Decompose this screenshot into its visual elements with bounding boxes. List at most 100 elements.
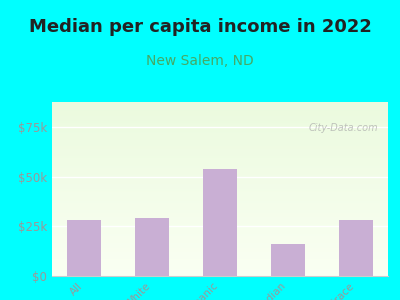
Bar <box>52 257 388 259</box>
Bar <box>52 112 388 114</box>
Bar <box>52 163 388 165</box>
Bar <box>52 152 388 154</box>
Bar <box>52 172 388 173</box>
Bar <box>52 168 388 170</box>
Bar <box>52 137 388 139</box>
Text: Median per capita income in 2022: Median per capita income in 2022 <box>28 18 372 36</box>
Bar <box>52 205 388 206</box>
Bar <box>52 210 388 212</box>
Bar <box>52 255 388 257</box>
Bar <box>52 149 388 151</box>
Bar <box>52 154 388 156</box>
Bar <box>52 151 388 152</box>
Bar <box>67 220 101 276</box>
Bar <box>52 140 388 142</box>
Bar <box>52 189 388 191</box>
Bar <box>52 217 388 219</box>
Bar <box>52 182 388 184</box>
Bar <box>52 241 388 243</box>
Bar <box>52 201 388 203</box>
Bar <box>52 260 388 262</box>
Bar <box>52 250 388 252</box>
Bar <box>52 178 388 180</box>
Bar <box>52 167 388 168</box>
Bar <box>203 169 237 276</box>
Bar <box>339 220 373 276</box>
Bar <box>52 126 388 128</box>
Bar <box>52 142 388 144</box>
Bar <box>52 194 388 196</box>
Bar <box>52 213 388 215</box>
Bar <box>52 121 388 123</box>
Bar <box>52 177 388 178</box>
Bar <box>52 170 388 172</box>
Bar <box>52 254 388 255</box>
Bar <box>52 269 388 271</box>
Bar <box>52 191 388 193</box>
Bar <box>52 135 388 137</box>
Bar <box>52 262 388 264</box>
Bar <box>52 231 388 233</box>
Bar <box>52 222 388 224</box>
Bar <box>52 144 388 146</box>
Bar <box>52 139 388 140</box>
Bar <box>52 248 388 250</box>
Bar <box>52 123 388 124</box>
Bar <box>52 175 388 177</box>
Bar <box>52 159 388 161</box>
Bar <box>52 220 388 222</box>
Bar <box>52 114 388 116</box>
Bar <box>52 239 388 241</box>
Bar <box>52 206 388 208</box>
Bar <box>52 104 388 106</box>
Bar <box>52 226 388 227</box>
Bar <box>52 246 388 248</box>
Text: City-Data.com: City-Data.com <box>308 123 378 133</box>
Bar <box>52 271 388 272</box>
Bar <box>52 203 388 205</box>
Bar <box>52 185 388 187</box>
Bar <box>52 180 388 182</box>
Bar <box>52 124 388 126</box>
Bar <box>52 102 388 104</box>
Bar <box>52 106 388 107</box>
Text: New Salem, ND: New Salem, ND <box>146 54 254 68</box>
Bar <box>52 116 388 118</box>
Bar <box>52 119 388 121</box>
Bar <box>52 173 388 175</box>
Bar <box>52 158 388 159</box>
Bar <box>52 128 388 130</box>
Bar <box>135 218 169 276</box>
Bar <box>52 264 388 266</box>
Bar <box>52 147 388 149</box>
Bar <box>52 236 388 238</box>
Bar <box>52 227 388 229</box>
Bar <box>52 187 388 189</box>
Bar <box>52 146 388 147</box>
Bar <box>271 244 305 276</box>
Bar <box>52 132 388 133</box>
Bar <box>52 232 388 234</box>
Bar <box>52 156 388 158</box>
Bar <box>52 212 388 213</box>
Bar <box>52 219 388 220</box>
Bar <box>52 165 388 167</box>
Bar <box>52 193 388 194</box>
Bar <box>52 215 388 217</box>
Bar <box>52 234 388 236</box>
Bar <box>52 184 388 185</box>
Bar <box>52 224 388 226</box>
Bar <box>52 243 388 245</box>
Bar <box>52 161 388 163</box>
Bar <box>52 272 388 274</box>
Bar <box>52 130 388 132</box>
Bar <box>52 252 388 254</box>
Bar <box>52 196 388 198</box>
Bar <box>52 245 388 246</box>
Bar <box>52 238 388 239</box>
Bar <box>52 267 388 269</box>
Bar <box>52 259 388 260</box>
Bar <box>52 133 388 135</box>
Bar <box>52 200 388 201</box>
Bar <box>52 208 388 210</box>
